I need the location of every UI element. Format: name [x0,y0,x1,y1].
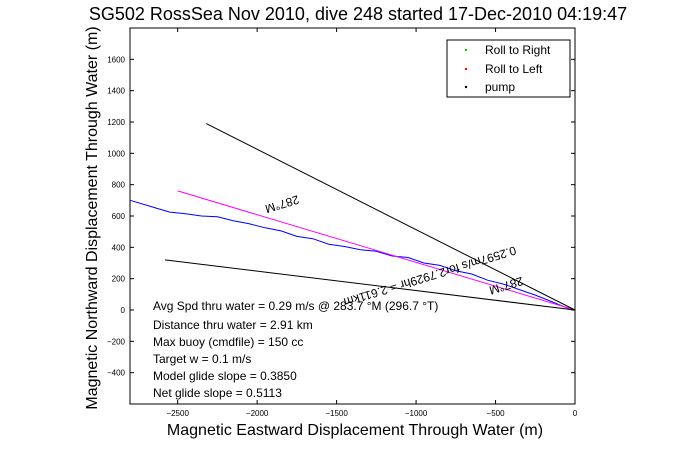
x-tick-label: −2000 [246,409,269,418]
info-line: Max buoy (cmdfile) = 150 cc [153,335,303,349]
x-tick-label: −1500 [325,409,348,418]
legend-label: pump [485,80,515,94]
series-line-3 [164,259,576,311]
info-line: Avg Spd thru water = 0.29 m/s @ 283.7 °M… [153,299,438,313]
annotation-label: 287°M [263,192,300,216]
x-tick-label: −1000 [405,409,428,418]
legend: Roll to Right Roll to Left pump [446,39,571,98]
series-line-0 [129,199,576,311]
y-tick-label: 1400 [107,87,125,96]
y-tick-label: −400 [107,369,126,378]
series-line-2 [206,123,576,311]
info-line: Target w = 0.1 m/s [153,352,251,366]
series-layer [129,123,576,311]
info-line: Model glide slope = 0.3850 [153,369,297,383]
y-tick-label: 400 [112,243,126,252]
legend-box [446,39,571,98]
x-tick-label: −2500 [166,409,189,418]
legend-marker-roll-left [464,67,468,71]
legend-marker-roll-right [464,48,468,52]
y-tick-label: 1600 [107,55,125,64]
y-tick-label: 1000 [107,149,125,158]
info-line: Net glide slope = 0.5113 [153,386,282,400]
x-tick-label: −500 [487,409,506,418]
legend-marker-pump [464,85,468,89]
legend-label: Roll to Left [485,62,543,76]
x-axis-label: Magnetic Eastward Displacement Through W… [167,422,543,439]
y-tick-label: 600 [112,212,126,221]
y-tick-label: 1200 [107,118,125,127]
info-block: Avg Spd thru water = 0.29 m/s @ 283.7 °M… [153,299,438,400]
annotation-layer: 287°M0.2597m/s for2.7929hr = 2.611km287°… [263,192,524,309]
y-tick-label: 800 [112,181,126,190]
annotation-label: 287°M [488,274,525,298]
y-tick-label: 200 [112,275,126,284]
y-tick-label: 0 [121,306,126,315]
series-line-1 [177,190,576,311]
y-tick-label: −200 [107,337,126,346]
legend-label: Roll to Right [485,43,551,57]
y-axis-label: Magnetic Northward Displacement Through … [84,26,101,409]
chart-title: SG502 RossSea Nov 2010, dive 248 started… [89,4,627,24]
tick-layer: −2500 −2000 −1500 −1000 −500 0−400−2000200400… [107,28,578,418]
x-tick-label: 0 [573,409,578,418]
info-line: Distance thru water = 2.91 km [153,318,313,332]
